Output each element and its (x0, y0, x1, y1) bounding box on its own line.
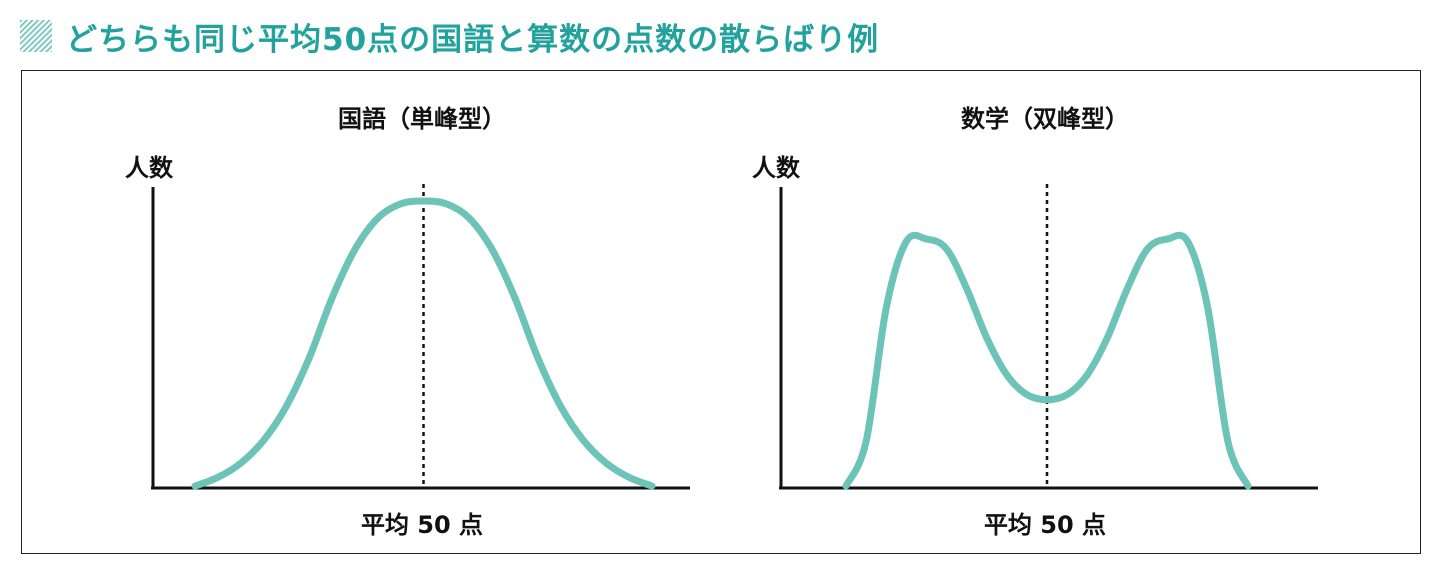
chart-title: 数学（双峰型） (961, 105, 1129, 133)
distribution-curve (842, 231, 1252, 490)
chart-frame (21, 70, 1421, 554)
header: どちらも同じ平均50点の国語と算数の点数の散らばり例 (20, 14, 879, 58)
hatched-square-icon (20, 20, 52, 52)
chart-japanese: 国語（単峰型） 人数 平均 50 点 (125, 105, 690, 539)
mean-label: 平均 50 点 (984, 511, 1106, 539)
page-title: どちらも同じ平均50点の国語と算数の点数の散らばり例 (66, 21, 880, 58)
chart-title: 国語（単峰型） (338, 105, 506, 133)
y-axis-label: 人数 (752, 154, 801, 182)
distribution-curve (191, 197, 656, 490)
y-axis-label: 人数 (125, 154, 174, 182)
chart-math: 数学（双峰型） 人数 平均 50 点 (752, 105, 1318, 539)
mean-label: 平均 50 点 (361, 511, 483, 539)
